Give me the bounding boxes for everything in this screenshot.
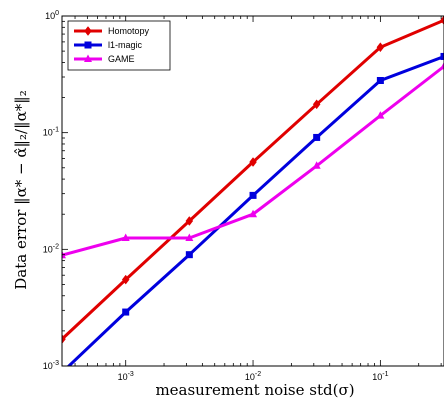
legend-label-l1-magic: l1-magic [108,40,143,50]
plot-area [59,16,444,376]
axes: 10-3 10-2 10-1 10-3 10-2 10-1 100 [43,10,444,382]
data-point-l1-magic [440,52,444,60]
y-tick-label: 100 [45,10,59,21]
legend-marker-homotopy [84,26,92,36]
x-tick-label: 10-3 [118,371,134,382]
data-point-homotopy [440,16,444,26]
y-tick-label: 10-3 [43,360,59,371]
data-point-game [121,233,130,242]
x-tick-label: 10-1 [372,371,388,382]
legend-marker-l1-magic [84,41,92,49]
data-point-l1-magic [313,133,321,141]
legend-label-homotopy: Homotopy [108,26,150,36]
y-tick-label: 10-2 [43,243,59,254]
x-tick-label: 10-2 [245,371,261,382]
data-point-game [440,61,444,70]
data-point-homotopy [376,42,385,53]
data-point-homotopy [249,157,257,167]
data-point-game [185,233,194,242]
data-point-l1-magic [376,76,384,84]
data-point-game [312,161,321,169]
data-point-l1-magic [249,191,257,199]
y-tick-label: 10-1 [43,127,59,138]
x-axis-title: measurement noise std(σ) [155,381,354,399]
data-point-homotopy [62,334,66,345]
legend: Homotopy l1-magic GAME [67,20,171,71]
legend-marker-game [84,54,92,62]
data-point-homotopy [185,216,194,226]
data-point-game [376,111,385,119]
data-point-l1-magic [59,369,66,376]
legend-label-game: GAME [108,54,135,64]
data-point-homotopy [121,274,130,285]
data-point-game [62,250,66,259]
y-axis-title: Data error ‖α* − α̂‖₂/‖α*‖₂ [12,90,30,289]
data-point-game [249,209,258,218]
data-point-l1-magic [185,251,193,259]
data-point-homotopy [312,99,321,110]
data-point-l1-magic [122,308,130,316]
